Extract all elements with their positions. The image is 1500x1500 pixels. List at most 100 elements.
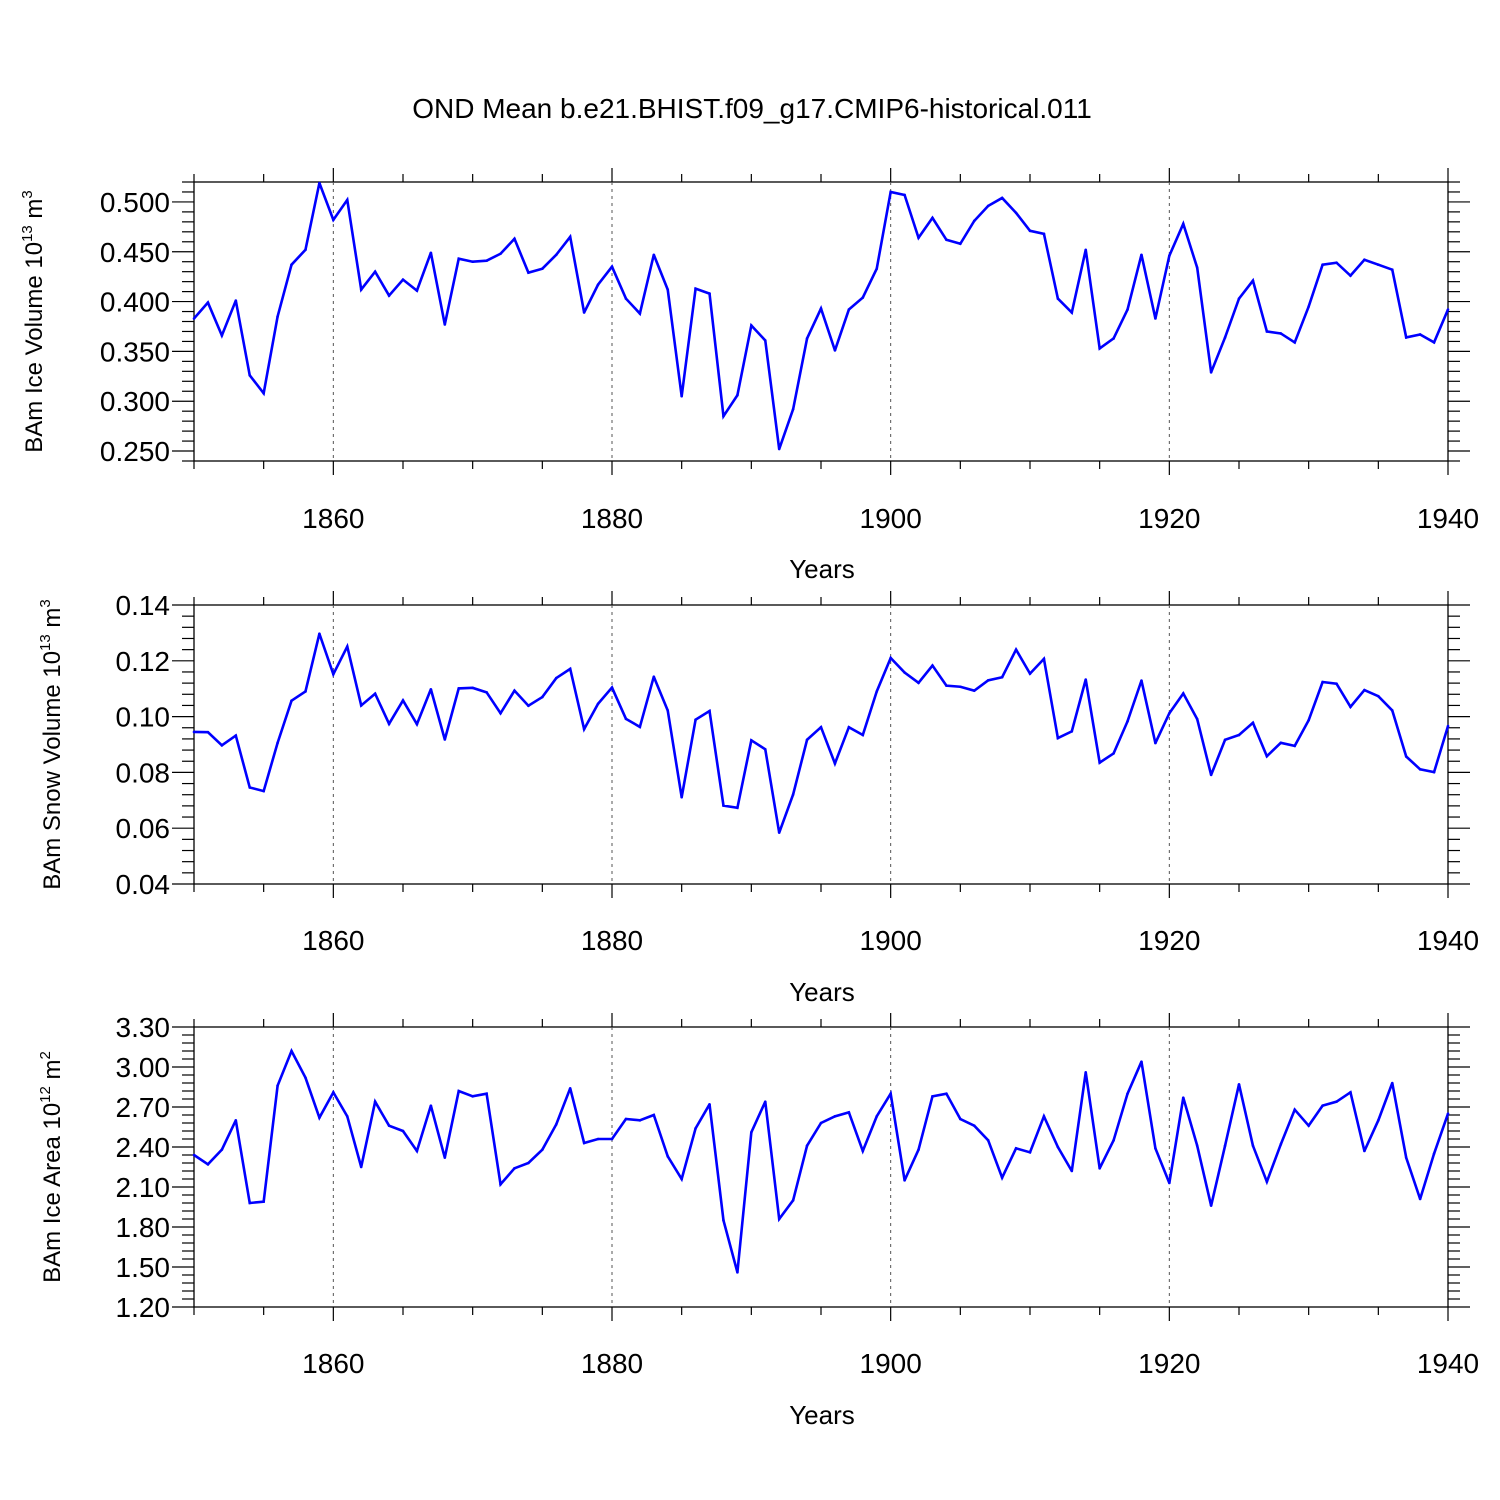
- data-point: [220, 744, 224, 747]
- data-point: [1070, 730, 1074, 733]
- y-tick-label: 0.250: [100, 436, 170, 467]
- data-point: [429, 687, 433, 691]
- data-point: [1014, 211, 1018, 215]
- data-point: [931, 216, 934, 220]
- data-point: [596, 1137, 600, 1141]
- data-point: [1181, 222, 1185, 226]
- data-point: [318, 632, 321, 636]
- y-tick-label: 2.40: [116, 1132, 171, 1163]
- data-point: [1251, 279, 1255, 282]
- data-point: [1126, 720, 1129, 723]
- data-point: [861, 1149, 865, 1153]
- y-tick-label: 1.20: [116, 1292, 171, 1323]
- data-point: [499, 711, 502, 715]
- y-axis-title: BAm Ice Volume 1013 m3: [19, 190, 48, 452]
- data-point: [373, 1100, 377, 1103]
- x-axis-title: Years: [789, 977, 855, 1007]
- data-point: [972, 689, 976, 692]
- y-axis-title-part: m: [39, 608, 66, 635]
- data-point: [582, 727, 586, 731]
- data-point: [220, 334, 224, 337]
- data-point: [736, 806, 739, 810]
- data-point: [750, 324, 753, 327]
- data-point: [903, 671, 906, 674]
- data-point: [694, 718, 697, 721]
- data-point: [1126, 308, 1129, 311]
- y-tick-label: 0.04: [116, 869, 171, 900]
- data-point: [373, 692, 377, 696]
- data-point: [1377, 263, 1380, 267]
- data-point: [777, 447, 781, 451]
- data-point: [1056, 1145, 1060, 1149]
- data-point: [541, 267, 544, 270]
- x-axis-title: Years: [789, 554, 855, 584]
- data-point: [248, 786, 252, 789]
- data-point: [610, 686, 614, 689]
- data-point: [1251, 1144, 1255, 1147]
- x-tick-label: 1900: [860, 503, 922, 534]
- data-point: [1014, 1147, 1018, 1150]
- x-tick-label: 1860: [302, 503, 364, 534]
- data-point: [680, 1177, 683, 1181]
- data-point: [1265, 330, 1269, 333]
- data-point: [304, 690, 307, 693]
- data-point: [805, 337, 809, 340]
- data-point: [248, 374, 252, 377]
- data-point: [1028, 229, 1032, 233]
- data-point: [1418, 1197, 1422, 1201]
- data-point: [1000, 196, 1004, 200]
- data-point: [805, 738, 809, 742]
- data-point: [1404, 1156, 1408, 1159]
- data-point: [1112, 1139, 1115, 1142]
- data-point: [652, 1113, 656, 1117]
- x-tick-label: 1880: [581, 1348, 643, 1379]
- data-point: [945, 238, 948, 242]
- panel-3: 1860 1880 1900 1920 1940 1.20 1.50 1.80 2.10 2.40…: [37, 1012, 1479, 1430]
- data-point: [1098, 1167, 1101, 1170]
- data-point: [666, 1155, 670, 1158]
- data-point: [1223, 738, 1227, 742]
- data-point: [889, 190, 892, 194]
- data-point: [1000, 675, 1004, 679]
- data-point: [1363, 688, 1366, 692]
- data-point: [234, 1119, 238, 1122]
- x-tick-label: 1940: [1417, 503, 1479, 534]
- data-point: [554, 253, 558, 257]
- data-point: [276, 741, 279, 745]
- data-point: [443, 323, 447, 326]
- data-point: [903, 193, 906, 197]
- data-point: [708, 292, 711, 295]
- data-point: [1042, 657, 1046, 661]
- data-point: [290, 1049, 293, 1053]
- data-point: [819, 725, 823, 729]
- data-point: [485, 259, 488, 263]
- data-point: [652, 253, 656, 257]
- data-point: [1377, 694, 1380, 698]
- data-point: [889, 1092, 892, 1095]
- data-point: [554, 676, 558, 680]
- data-point: [624, 1117, 628, 1121]
- data-point: [638, 725, 642, 729]
- data-point: [596, 702, 600, 706]
- data-point: [318, 1116, 321, 1119]
- y-axis-title-part: m: [39, 1059, 66, 1086]
- data-point: [1432, 1152, 1436, 1155]
- data-point: [1307, 718, 1310, 722]
- data-point: [1293, 341, 1297, 344]
- data-point: [415, 722, 419, 726]
- x-tick-label: 1900: [860, 1348, 922, 1379]
- data-point: [345, 645, 349, 648]
- data-point: [541, 1148, 544, 1151]
- data-point: [1293, 744, 1297, 748]
- data-point: [1404, 755, 1408, 758]
- x-tick-label: 1940: [1417, 1348, 1479, 1379]
- data-point: [192, 1153, 196, 1157]
- data-point: [332, 672, 335, 676]
- data-point: [206, 1163, 210, 1166]
- data-point: [234, 299, 238, 302]
- data-point: [1042, 232, 1046, 236]
- data-point: [554, 1123, 558, 1126]
- data-point: [861, 296, 865, 299]
- data-point: [345, 1115, 349, 1118]
- data-point: [847, 725, 851, 729]
